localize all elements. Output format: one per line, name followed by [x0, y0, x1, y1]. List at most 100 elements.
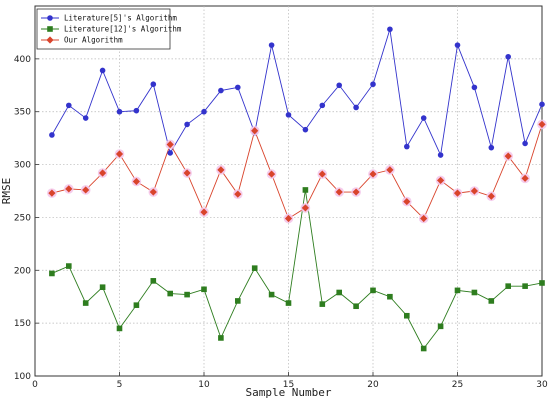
x-tick-label: 15	[283, 380, 294, 390]
y-tick-label: 250	[14, 213, 31, 223]
data-point	[521, 174, 529, 182]
data-point	[470, 187, 478, 195]
y-tick-label: 350	[14, 108, 31, 118]
data-point	[404, 312, 410, 319]
data-point	[218, 87, 224, 94]
data-point	[284, 214, 293, 223]
data-point	[167, 290, 173, 297]
data-point	[387, 293, 393, 300]
data-point	[420, 214, 428, 223]
legend-label: Our Algorithm	[64, 36, 123, 45]
x-tick-label: 0	[32, 380, 38, 390]
data-point	[200, 208, 208, 216]
data-point	[82, 186, 90, 194]
y-axis-title: RMSE	[0, 178, 13, 205]
data-point	[336, 289, 342, 296]
data-point	[251, 265, 258, 271]
data-point	[167, 150, 173, 156]
data-point	[437, 323, 444, 330]
data-point	[133, 107, 140, 114]
data-point	[66, 102, 72, 109]
legend-marker	[47, 15, 53, 21]
data-point	[183, 169, 191, 177]
data-point	[370, 287, 376, 294]
data-point	[235, 84, 241, 91]
plot-background	[34, 5, 543, 377]
data-point	[353, 104, 359, 111]
y-tick-label: 100	[14, 372, 31, 382]
data-point	[184, 121, 190, 128]
data-point	[386, 166, 394, 174]
data-point	[336, 82, 343, 89]
data-point	[201, 286, 207, 293]
legend-marker	[46, 36, 54, 44]
data-point	[318, 170, 326, 178]
data-point	[235, 298, 241, 304]
data-point	[166, 140, 174, 149]
data-point	[150, 81, 157, 88]
data-point	[201, 108, 207, 115]
y-axis-ticks: 100 150 200 250 300 350 400	[14, 55, 39, 382]
data-point	[302, 187, 309, 193]
data-point	[522, 140, 528, 147]
y-tick-label: 200	[14, 266, 31, 276]
data-point	[403, 197, 411, 206]
data-point	[454, 287, 461, 294]
legend-label: Literature[5]'s Algorithm	[64, 14, 177, 23]
data-point	[49, 270, 55, 277]
data-point	[352, 188, 360, 196]
data-point	[116, 325, 123, 332]
data-point	[48, 189, 56, 197]
data-point	[488, 298, 495, 304]
legend-box	[36, 8, 171, 50]
x-axis-title: Sample Number	[245, 386, 331, 399]
x-tick-label: 30	[536, 380, 548, 390]
data-point	[149, 188, 157, 196]
data-point	[539, 101, 545, 108]
legend-marker	[47, 26, 53, 32]
data-point	[217, 166, 225, 174]
data-point	[471, 289, 478, 296]
data-point	[99, 284, 106, 290]
data-point	[82, 300, 89, 306]
x-tick-label: 5	[117, 380, 123, 390]
data-point	[319, 102, 326, 109]
series-points	[47, 26, 547, 352]
x-tick-label: 25	[452, 380, 463, 390]
legend-label: Literature[12]'s Algorithm	[64, 25, 182, 34]
data-point	[301, 204, 309, 212]
data-point	[487, 192, 495, 200]
y-tick-label: 300	[14, 161, 31, 171]
data-point	[115, 150, 124, 158]
data-point	[370, 81, 376, 88]
data-point	[420, 345, 427, 352]
x-tick-label: 20	[367, 380, 379, 390]
data-point	[132, 177, 140, 186]
data-point	[504, 152, 512, 160]
data-point	[150, 278, 157, 284]
data-point	[82, 115, 89, 121]
data-point	[268, 42, 275, 48]
data-point	[454, 42, 461, 48]
data-point	[268, 170, 276, 178]
data-point	[538, 120, 546, 128]
data-point	[522, 283, 528, 289]
data-point	[437, 176, 445, 185]
data-point	[453, 189, 462, 197]
data-point	[116, 108, 123, 115]
data-point	[353, 303, 359, 310]
data-point	[99, 67, 106, 74]
data-point	[49, 132, 55, 138]
data-point	[505, 283, 511, 289]
data-point	[369, 170, 377, 178]
y-tick-label: 400	[14, 55, 31, 65]
data-point	[285, 300, 292, 306]
x-tick-label: 10	[198, 380, 210, 390]
data-point	[420, 115, 427, 121]
data-point	[99, 169, 107, 177]
series-line-2	[51, 189, 543, 350]
legend: Literature[5]'s Algorithm Literature[12]'…	[36, 8, 182, 50]
data-point	[404, 143, 410, 150]
data-point	[218, 335, 224, 341]
data-point	[302, 126, 309, 133]
